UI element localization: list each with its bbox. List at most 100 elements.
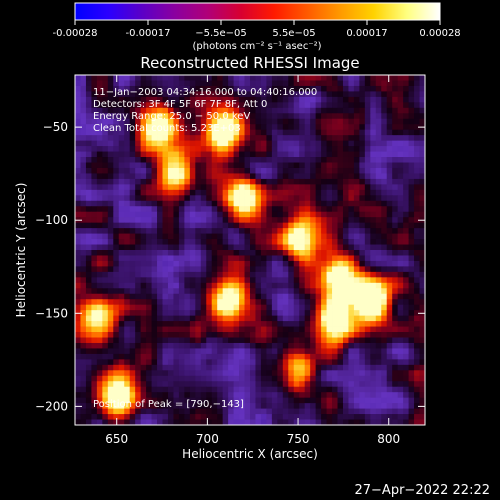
heatmap-cell xyxy=(326,304,333,311)
colorbar-tick-label: 0.00017 xyxy=(346,28,387,39)
heatmap-cell xyxy=(381,381,388,388)
heatmap-cell xyxy=(206,255,213,262)
heatmap-cell xyxy=(392,397,399,404)
heatmap-cell xyxy=(293,96,300,103)
heatmap-cell xyxy=(239,129,245,136)
heatmap-cell xyxy=(228,189,234,196)
heatmap-cell xyxy=(217,266,224,273)
heatmap-cell xyxy=(282,342,289,349)
heatmap-cell xyxy=(80,96,87,103)
heatmap-cell xyxy=(260,332,267,338)
heatmap-cell xyxy=(189,370,196,377)
heatmap-cell xyxy=(332,381,338,388)
heatmap-cell xyxy=(151,206,158,213)
heatmap-cell xyxy=(217,96,224,103)
heatmap-cell xyxy=(200,408,207,415)
heatmap-cell xyxy=(266,211,273,218)
heatmap-cell xyxy=(414,310,420,317)
heatmap-cell xyxy=(359,162,366,169)
heatmap-cell xyxy=(288,80,295,87)
heatmap-cell xyxy=(239,85,245,92)
heatmap-cell xyxy=(304,386,311,393)
heatmap-cell xyxy=(266,370,273,377)
heatmap-cell xyxy=(370,271,377,278)
heatmap-cell xyxy=(195,381,202,388)
heatmap-cell xyxy=(255,381,262,388)
heatmap-cell xyxy=(419,135,425,142)
heatmap-cell xyxy=(392,337,399,344)
heatmap-cell xyxy=(250,250,256,256)
heatmap-cell xyxy=(255,419,262,425)
heatmap-cell xyxy=(118,91,125,98)
heatmap-cell xyxy=(102,359,109,366)
heatmap-cell xyxy=(129,167,136,174)
heatmap-cell xyxy=(353,173,360,180)
heatmap-cell xyxy=(315,200,322,207)
heatmap-cell xyxy=(408,162,415,169)
heatmap-cell xyxy=(184,91,191,98)
heatmap-cell xyxy=(96,102,103,109)
heatmap-cell xyxy=(217,206,224,213)
heatmap-cell xyxy=(91,211,98,218)
heatmap-cell xyxy=(282,107,289,114)
heatmap-cell xyxy=(178,167,185,174)
heatmap-cell xyxy=(217,140,224,147)
colorbar-tick-label: 5.5e−05 xyxy=(272,28,315,39)
heatmap-cell xyxy=(277,337,284,344)
heatmap-cell xyxy=(348,102,355,109)
heatmap-cell xyxy=(370,353,377,360)
heatmap-cell xyxy=(392,403,399,409)
heatmap-cell xyxy=(178,414,185,420)
heatmap-cell xyxy=(217,348,224,355)
heatmap-cell xyxy=(375,266,382,273)
heatmap-cell xyxy=(195,102,202,109)
heatmap-cell xyxy=(419,140,425,147)
heatmap-cell xyxy=(288,96,295,103)
heatmap-cell xyxy=(414,337,420,344)
heatmap-cell xyxy=(375,129,382,136)
heatmap-cell xyxy=(392,244,399,251)
heatmap-cell xyxy=(293,129,300,136)
heatmap-cell xyxy=(386,288,393,295)
heatmap-cell xyxy=(91,386,98,393)
heatmap-cell xyxy=(228,304,234,311)
heatmap-cell xyxy=(162,162,169,169)
heatmap-cell xyxy=(91,140,98,147)
heatmap-cell xyxy=(364,91,371,98)
heatmap-cell xyxy=(397,419,404,425)
heatmap-cell xyxy=(206,288,213,295)
heatmap-cell xyxy=(353,222,360,229)
heatmap-cell xyxy=(403,233,409,240)
heatmap-cell xyxy=(348,228,355,234)
heatmap-cell xyxy=(244,102,251,109)
heatmap-cell xyxy=(113,151,120,158)
heatmap-cell xyxy=(129,189,136,196)
heatmap-cell xyxy=(359,353,366,360)
heatmap-cell xyxy=(124,184,131,191)
heatmap-cell xyxy=(381,271,388,278)
heatmap-cell xyxy=(162,233,169,240)
heatmap-cell xyxy=(299,332,306,338)
heatmap-cell xyxy=(195,113,202,120)
heatmap-cell xyxy=(419,326,425,333)
heatmap-cell xyxy=(277,80,284,87)
heatmap-cell xyxy=(135,129,142,136)
heatmap-cell xyxy=(135,113,142,120)
heatmap-cell xyxy=(359,310,366,317)
heatmap-cell xyxy=(392,288,399,295)
heatmap-cell xyxy=(157,364,163,371)
heatmap-cell xyxy=(392,332,399,338)
heatmap-cell xyxy=(260,113,267,120)
heatmap-cell xyxy=(414,321,420,327)
heatmap-cell xyxy=(304,375,311,382)
heatmap-cell xyxy=(271,419,278,425)
heatmap-cell xyxy=(326,310,333,317)
heatmap-cell xyxy=(381,266,388,273)
heatmap-cell xyxy=(375,392,382,399)
heatmap-cell xyxy=(299,135,306,142)
heatmap-cell xyxy=(299,118,306,125)
heatmap-cell xyxy=(96,326,103,333)
heatmap-cell xyxy=(381,135,388,142)
heatmap-cell xyxy=(315,189,322,196)
heatmap-cell xyxy=(375,96,382,103)
